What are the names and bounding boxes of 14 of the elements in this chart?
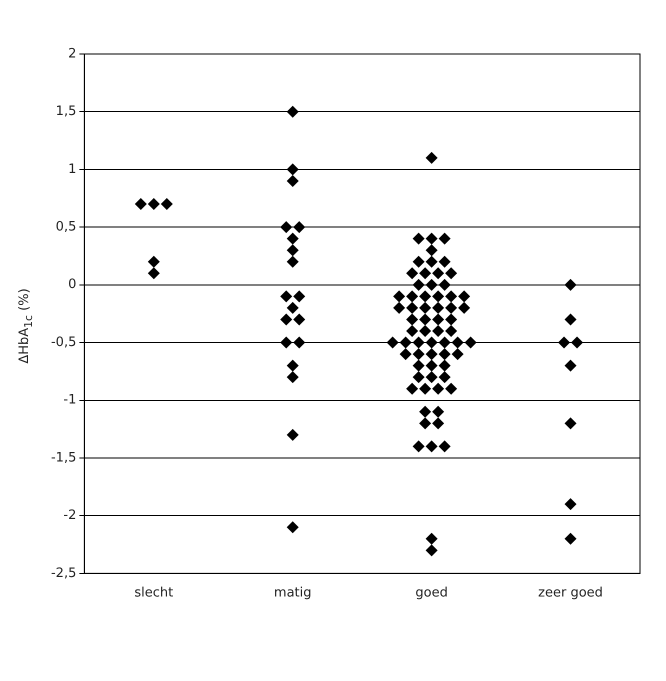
y-tick-label: -0,5 [50, 334, 76, 350]
y-tick-label: 1 [68, 162, 76, 177]
x-tick-label: slecht [134, 586, 174, 601]
y-tick-label: 2 [68, 46, 76, 62]
y-tick-label: -1,5 [50, 450, 76, 466]
x-tick-label: goed [415, 586, 448, 601]
y-tick-label: 0,5 [56, 220, 76, 235]
x-tick-label: matig [274, 586, 312, 601]
y-tick-label: -2 [63, 508, 76, 524]
y-tick-label: 1,5 [56, 104, 76, 120]
y-tick-label: -2,5 [50, 566, 76, 581]
y-tick-label: 0 [68, 277, 76, 292]
x-tick-label: zeer goed [538, 586, 603, 601]
y-tick-label: -1 [63, 392, 76, 408]
